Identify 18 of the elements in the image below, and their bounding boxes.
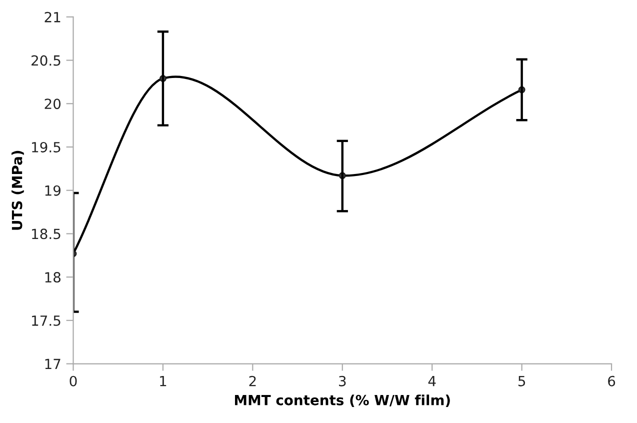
y-tick-label: 20 <box>44 98 61 110</box>
x-tick-label: 5 <box>518 376 526 386</box>
y-tick-label: 19 <box>45 185 60 196</box>
y-tick-label: 19.5 <box>32 142 60 152</box>
y-tick-label: 18.5 <box>32 228 60 240</box>
y-axis-title: UTS (MPa) <box>12 150 24 230</box>
x-tick-label: 4 <box>428 376 436 386</box>
x-tick-label: 0 <box>70 376 77 386</box>
y-tick-label: 17 <box>45 358 60 370</box>
x-axis-title: MMT contents (% W/W film) <box>234 394 450 407</box>
y-tick-label: 21 <box>44 12 60 22</box>
y-tick-label: 18 <box>45 272 60 283</box>
x-tick-label: 3 <box>339 376 346 386</box>
y-tick-label: 20.5 <box>32 55 60 66</box>
y-tick-label: 17.5 <box>32 316 60 326</box>
x-tick-label: 2 <box>249 376 256 386</box>
x-tick-label: 1 <box>160 376 166 386</box>
x-tick-label: 6 <box>608 376 616 386</box>
